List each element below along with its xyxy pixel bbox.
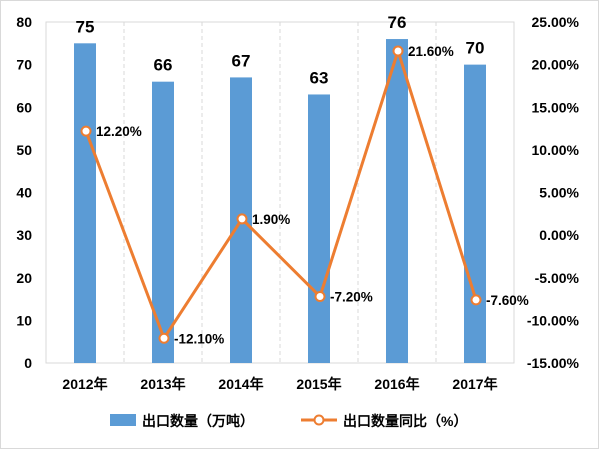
line-point[interactable] (392, 45, 404, 57)
y-right-tick-label: 10.00% (532, 142, 580, 158)
y-right-tick-label: -15.00% (527, 355, 580, 371)
bar[interactable] (386, 39, 408, 364)
y-left-tick-label: 0 (24, 355, 32, 371)
y-right-tick-label: 15.00% (532, 99, 580, 115)
x-tick-label: 2015年 (296, 376, 341, 392)
line-point[interactable] (80, 125, 92, 137)
y-right-tick-label: 20.00% (532, 57, 580, 73)
y-left-tick-label: 70 (16, 57, 32, 73)
y-left-tick-label: 80 (16, 14, 32, 30)
line-point-label: -7.60% (486, 293, 529, 308)
x-tick-label: 2012年 (62, 376, 107, 392)
x-tick-label: 2016年 (374, 376, 419, 392)
y-right-tick-label: 0.00% (539, 227, 579, 243)
y-right-tick-label: 5.00% (539, 185, 579, 201)
y-left-tick-label: 30 (16, 227, 32, 243)
y-right-tick-label: -10.00% (527, 312, 580, 328)
bar[interactable] (74, 43, 96, 363)
bar-value-label: 76 (388, 13, 407, 32)
x-tick-label: 2017年 (452, 376, 497, 392)
x-tick-label: 2013年 (140, 376, 185, 392)
bar-value-label: 66 (154, 56, 173, 75)
line-series-path (84, 49, 478, 340)
y-left-tick-label: 10 (16, 312, 32, 328)
bar-value-label: 75 (76, 17, 95, 36)
bar-value-label: 63 (310, 68, 329, 87)
legend-line-marker (313, 414, 325, 426)
line-point-label: 1.90% (252, 212, 290, 227)
line-point-label: -12.10% (174, 331, 224, 346)
y-right-tick-label: -5.00% (535, 270, 580, 286)
y-left-tick-label: 50 (16, 142, 32, 158)
y-right-tick-label: 25.00% (532, 14, 580, 30)
line-point-label: 12.20% (96, 124, 142, 139)
bar[interactable] (152, 81, 174, 364)
x-tick-label: 2014年 (218, 376, 263, 392)
legend-line-label: 出口数量同比（%） (343, 413, 467, 429)
legend-bar-label: 出口数量（万吨） (142, 413, 254, 429)
y-left-tick-label: 20 (16, 270, 32, 286)
line-point[interactable] (470, 294, 482, 306)
line-point-label: 21.60% (408, 44, 454, 59)
y-left-tick-label: 60 (16, 99, 32, 115)
y-left-tick-label: 40 (16, 185, 32, 201)
legend-bar-swatch (110, 414, 136, 426)
bar[interactable] (464, 64, 486, 363)
bar-value-label: 70 (466, 39, 485, 58)
line-point-label: -7.20% (330, 290, 373, 305)
line-point[interactable] (236, 213, 248, 225)
line-point[interactable] (158, 332, 170, 344)
line-point[interactable] (314, 291, 326, 303)
bar[interactable] (308, 94, 330, 364)
bar-value-label: 67 (232, 51, 251, 70)
